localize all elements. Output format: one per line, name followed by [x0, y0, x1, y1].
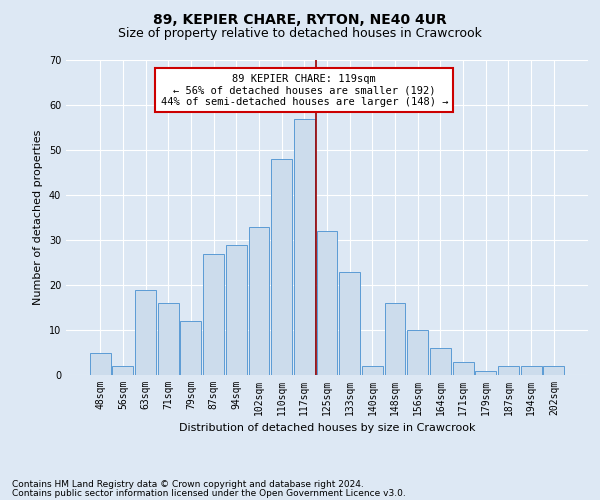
Text: Contains public sector information licensed under the Open Government Licence v3: Contains public sector information licen…	[12, 489, 406, 498]
Bar	[203, 254, 224, 375]
Bar	[544, 366, 564, 375]
Bar	[475, 370, 496, 375]
Bar	[90, 352, 110, 375]
Bar	[158, 303, 179, 375]
Bar	[271, 159, 292, 375]
Bar	[112, 366, 133, 375]
Bar	[135, 290, 156, 375]
Bar	[498, 366, 519, 375]
Bar	[317, 231, 337, 375]
Text: 89 KEPIER CHARE: 119sqm
← 56% of detached houses are smaller (192)
44% of semi-d: 89 KEPIER CHARE: 119sqm ← 56% of detache…	[161, 74, 448, 106]
Text: Size of property relative to detached houses in Crawcrook: Size of property relative to detached ho…	[118, 28, 482, 40]
Text: Contains HM Land Registry data © Crown copyright and database right 2024.: Contains HM Land Registry data © Crown c…	[12, 480, 364, 489]
Bar	[407, 330, 428, 375]
Bar	[339, 272, 360, 375]
Bar	[430, 348, 451, 375]
Bar	[294, 118, 315, 375]
Bar	[248, 226, 269, 375]
Bar	[226, 244, 247, 375]
X-axis label: Distribution of detached houses by size in Crawcrook: Distribution of detached houses by size …	[179, 424, 475, 434]
Bar	[521, 366, 542, 375]
Text: 89, KEPIER CHARE, RYTON, NE40 4UR: 89, KEPIER CHARE, RYTON, NE40 4UR	[153, 12, 447, 26]
Bar	[385, 303, 406, 375]
Y-axis label: Number of detached properties: Number of detached properties	[33, 130, 43, 305]
Bar	[452, 362, 473, 375]
Bar	[362, 366, 383, 375]
Bar	[181, 321, 202, 375]
